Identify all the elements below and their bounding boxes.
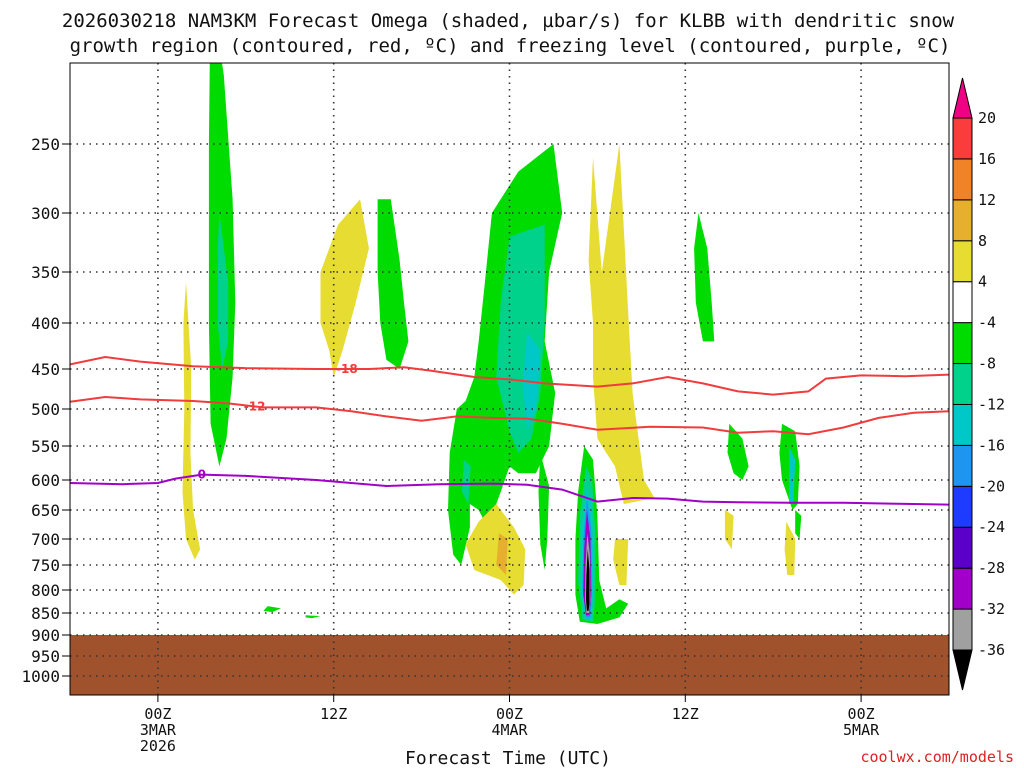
x-tick-label-2-0: 00Z — [496, 705, 523, 723]
omega-region-22 — [727, 423, 749, 480]
y-tick-label-250: 250 — [31, 135, 60, 154]
y-tick-label-900: 900 — [31, 626, 60, 645]
y-tick-label-650: 650 — [31, 501, 60, 520]
contour-label-0: -18 — [336, 362, 358, 376]
omega-region-25 — [784, 521, 796, 575]
colorbar-segment-7 — [952, 363, 973, 405]
colorbar-segment-5 — [952, 444, 973, 487]
x-tick-label-2-1: 4MAR — [491, 721, 528, 739]
contour-label-1: -12 — [244, 399, 266, 413]
omega-region-4 — [377, 199, 409, 369]
colorbar: -36 -32 -28 -24 -20 -16 -12 -8 -4 4 8 12 16 20 — [952, 77, 1005, 691]
chart-title-line2: growth region (contoured, red, ºC) and f… — [70, 35, 951, 57]
y-tick-label-500: 500 — [31, 400, 60, 419]
omega-region-2 — [182, 282, 201, 560]
colorbar-label-10: 8 — [978, 232, 987, 250]
y-tick-label-300: 300 — [31, 204, 60, 223]
contour-line-1 — [70, 395, 949, 436]
colorbar-segment-1 — [952, 608, 973, 651]
y-tick-label-550: 550 — [31, 437, 60, 456]
ground-layer — [70, 635, 949, 695]
omega-region-24 — [789, 446, 796, 504]
colorbar-label-7: -8 — [978, 355, 996, 373]
colorbar-arrow-low — [952, 649, 973, 691]
omega-region-0 — [208, 63, 236, 467]
colorbar-label-1: -32 — [978, 600, 1005, 618]
colorbar-label-6: -12 — [978, 395, 1005, 413]
colorbar-label-9: 4 — [978, 273, 987, 291]
colorbar-segment-9 — [952, 281, 973, 324]
colorbar-label-11: 12 — [978, 191, 996, 209]
x-tick-label-3-0: 12Z — [672, 705, 699, 723]
omega-region-28 — [263, 606, 281, 613]
y-tick-label-400: 400 — [31, 314, 60, 333]
x-tick-label-0-2: 2026 — [140, 737, 176, 755]
colorbar-segment-13 — [952, 117, 973, 160]
colorbar-segment-3 — [952, 526, 973, 569]
colorbar-label-8: -4 — [978, 314, 996, 332]
y-tick-label-600: 600 — [31, 471, 60, 490]
colorbar-label-12: 16 — [978, 150, 996, 168]
y-tick-label-950: 950 — [31, 647, 60, 666]
y-tick-label-450: 450 — [31, 360, 60, 379]
x-tick-label-1-0: 12Z — [320, 705, 347, 723]
x-tick-label-4-0: 00Z — [848, 705, 875, 723]
y-axis-ticks: 250 300 350 400 450 500 550 600 650 700 750 800 850 9… — [21, 135, 70, 686]
colorbar-segment-8 — [952, 322, 973, 365]
contour-line-2 — [70, 473, 949, 506]
omega-region-3 — [320, 199, 369, 377]
credit-text: coolwx.com/models — [860, 748, 1014, 766]
colorbar-segment-11 — [952, 199, 973, 242]
omega-region-12 — [588, 144, 655, 504]
colorbar-segment-4 — [952, 485, 973, 528]
omega-region-27 — [724, 510, 734, 550]
y-tick-label-850: 850 — [31, 604, 60, 623]
omega-shaded-layer — [182, 63, 802, 624]
plot-area: -18 -12 0 — [70, 63, 949, 695]
omega-region-11 — [538, 452, 550, 570]
ground-fill — [70, 635, 949, 695]
x-tick-label-0-1: 3MAR — [140, 721, 177, 739]
colorbar-label-13: 20 — [978, 109, 996, 127]
omega-region-8 — [462, 459, 471, 504]
grid-layer — [70, 63, 949, 695]
x-tick-label-4-1: 5MAR — [843, 721, 880, 739]
colorbar-segment-6 — [952, 403, 973, 446]
omega-region-1 — [217, 213, 229, 369]
y-tick-label-700: 700 — [31, 530, 60, 549]
colorbar-segment-10 — [952, 240, 973, 283]
x-tick-label-0-0: 00Z — [144, 705, 171, 723]
contour-label-2: 0 — [198, 468, 206, 482]
omega-region-13 — [613, 539, 629, 585]
omega-region-9 — [465, 504, 526, 595]
colorbar-label-2: -28 — [978, 559, 1005, 577]
x-axis-label: Forecast Time (UTC) — [405, 748, 611, 768]
colorbar-label-3: -24 — [978, 518, 1005, 536]
y-tick-label-750: 750 — [31, 556, 60, 575]
omega-region-26 — [795, 510, 802, 539]
omega-region-20 — [586, 549, 590, 611]
y-tick-label-350: 350 — [31, 263, 60, 282]
contour-layer: -18 -12 0 — [70, 355, 949, 506]
colorbar-label-5: -16 — [978, 436, 1005, 454]
colorbar-segment-2 — [952, 567, 973, 610]
y-tick-label-1000: 1000 — [21, 667, 60, 686]
colorbar-label-4: -20 — [978, 477, 1005, 495]
omega-region-21 — [694, 213, 715, 342]
y-tick-label-800: 800 — [31, 581, 60, 600]
colorbar-arrow-high — [952, 77, 973, 119]
colorbar-segment-12 — [952, 158, 973, 201]
contour-line-0 — [70, 355, 949, 396]
chart-title-line1: 2026030218 NAM3KM Forecast Omega (shaded… — [62, 10, 955, 32]
colorbar-label-0: -36 — [978, 641, 1005, 659]
omega-region-29 — [305, 615, 321, 619]
